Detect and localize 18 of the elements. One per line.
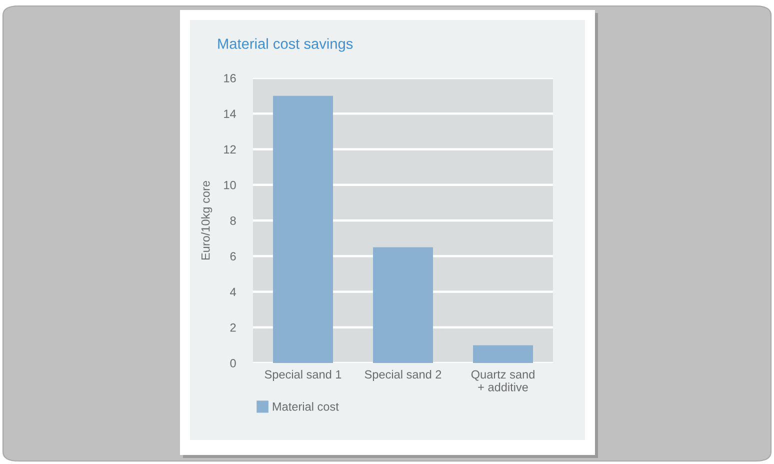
x-tick-label: Special sand 1: [264, 370, 342, 381]
bar: [373, 247, 433, 363]
y-axis-title: Euro/10kg core: [201, 180, 212, 260]
x-tick-label: Quartz sand + additive: [471, 370, 534, 392]
y-tick-label: 16: [224, 74, 236, 82]
y-tick-label: 4: [230, 288, 236, 296]
bar: [473, 345, 533, 363]
y-tick-label: 0: [230, 359, 236, 368]
legend-label: Material cost: [272, 402, 339, 411]
bar: [273, 96, 333, 363]
y-tick-label: 2: [230, 323, 236, 332]
y-tick-label: 10: [224, 180, 236, 190]
y-tick-label: 6: [230, 252, 236, 261]
chart-title: Material cost savings: [218, 38, 353, 52]
y-tick-label: 14: [224, 110, 236, 118]
x-tick-label: Special sand 2: [364, 370, 442, 381]
y-tick-label: 12: [224, 145, 236, 154]
y-tick-label: 8: [230, 216, 236, 225]
